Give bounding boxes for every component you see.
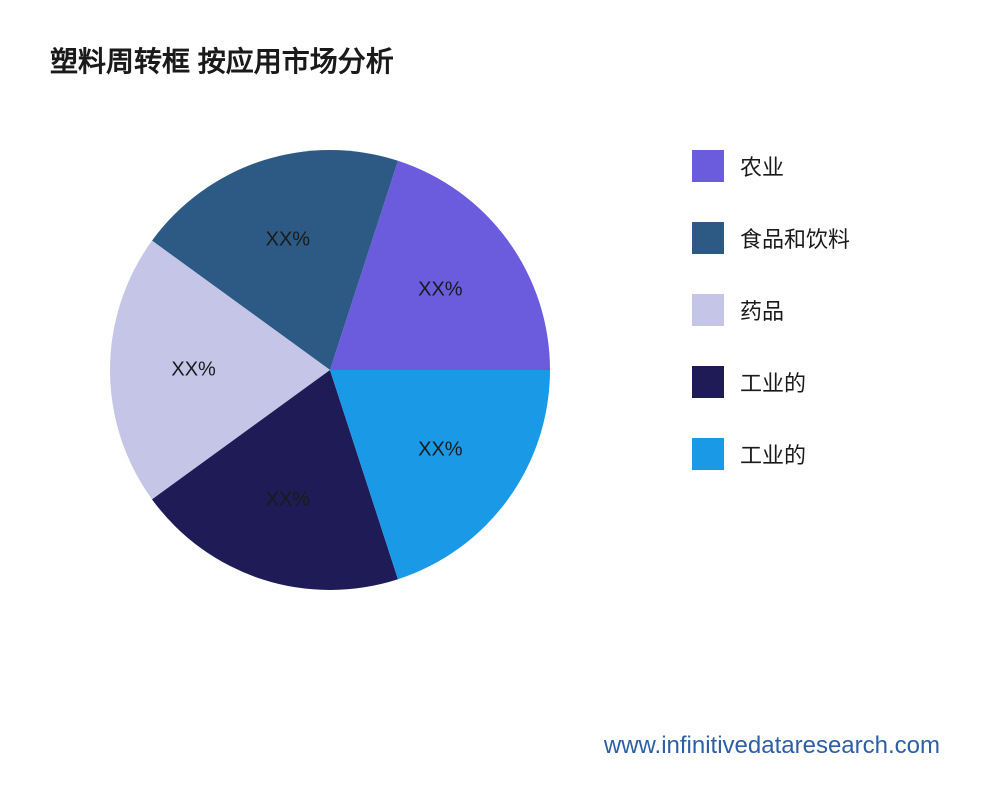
legend-label: 工业的: [740, 366, 806, 398]
legend-label: 工业的: [740, 438, 806, 470]
legend-label: 农业: [740, 150, 784, 182]
pie-slice-label: XX%: [418, 439, 462, 462]
footer-attribution: www.infinitivedataresearch.com: [604, 732, 940, 760]
legend-label: 药品: [740, 294, 784, 326]
legend-item: 农业: [692, 150, 850, 182]
pie-slice-label: XX%: [266, 229, 310, 252]
legend-swatch: [692, 438, 724, 470]
pie-chart: XX% XX% XX% XX% XX%: [100, 140, 560, 600]
pie-svg: [100, 140, 560, 600]
pie-slice-label: XX%: [171, 359, 215, 382]
legend-label: 食品和饮料: [740, 222, 850, 254]
pie-slice-label: XX%: [266, 488, 310, 511]
legend-item: 工业的: [692, 438, 850, 470]
legend-swatch: [692, 366, 724, 398]
legend-swatch: [692, 294, 724, 326]
legend-swatch: [692, 222, 724, 254]
legend-item: 工业的: [692, 366, 850, 398]
legend-item: 药品: [692, 294, 850, 326]
legend-swatch: [692, 150, 724, 182]
chart-title: 塑料周转框 按应用市场分析: [50, 40, 394, 80]
pie-slice-label: XX%: [418, 278, 462, 301]
legend-item: 食品和饮料: [692, 222, 850, 254]
legend: 农业食品和饮料药品工业的工业的: [692, 150, 850, 470]
